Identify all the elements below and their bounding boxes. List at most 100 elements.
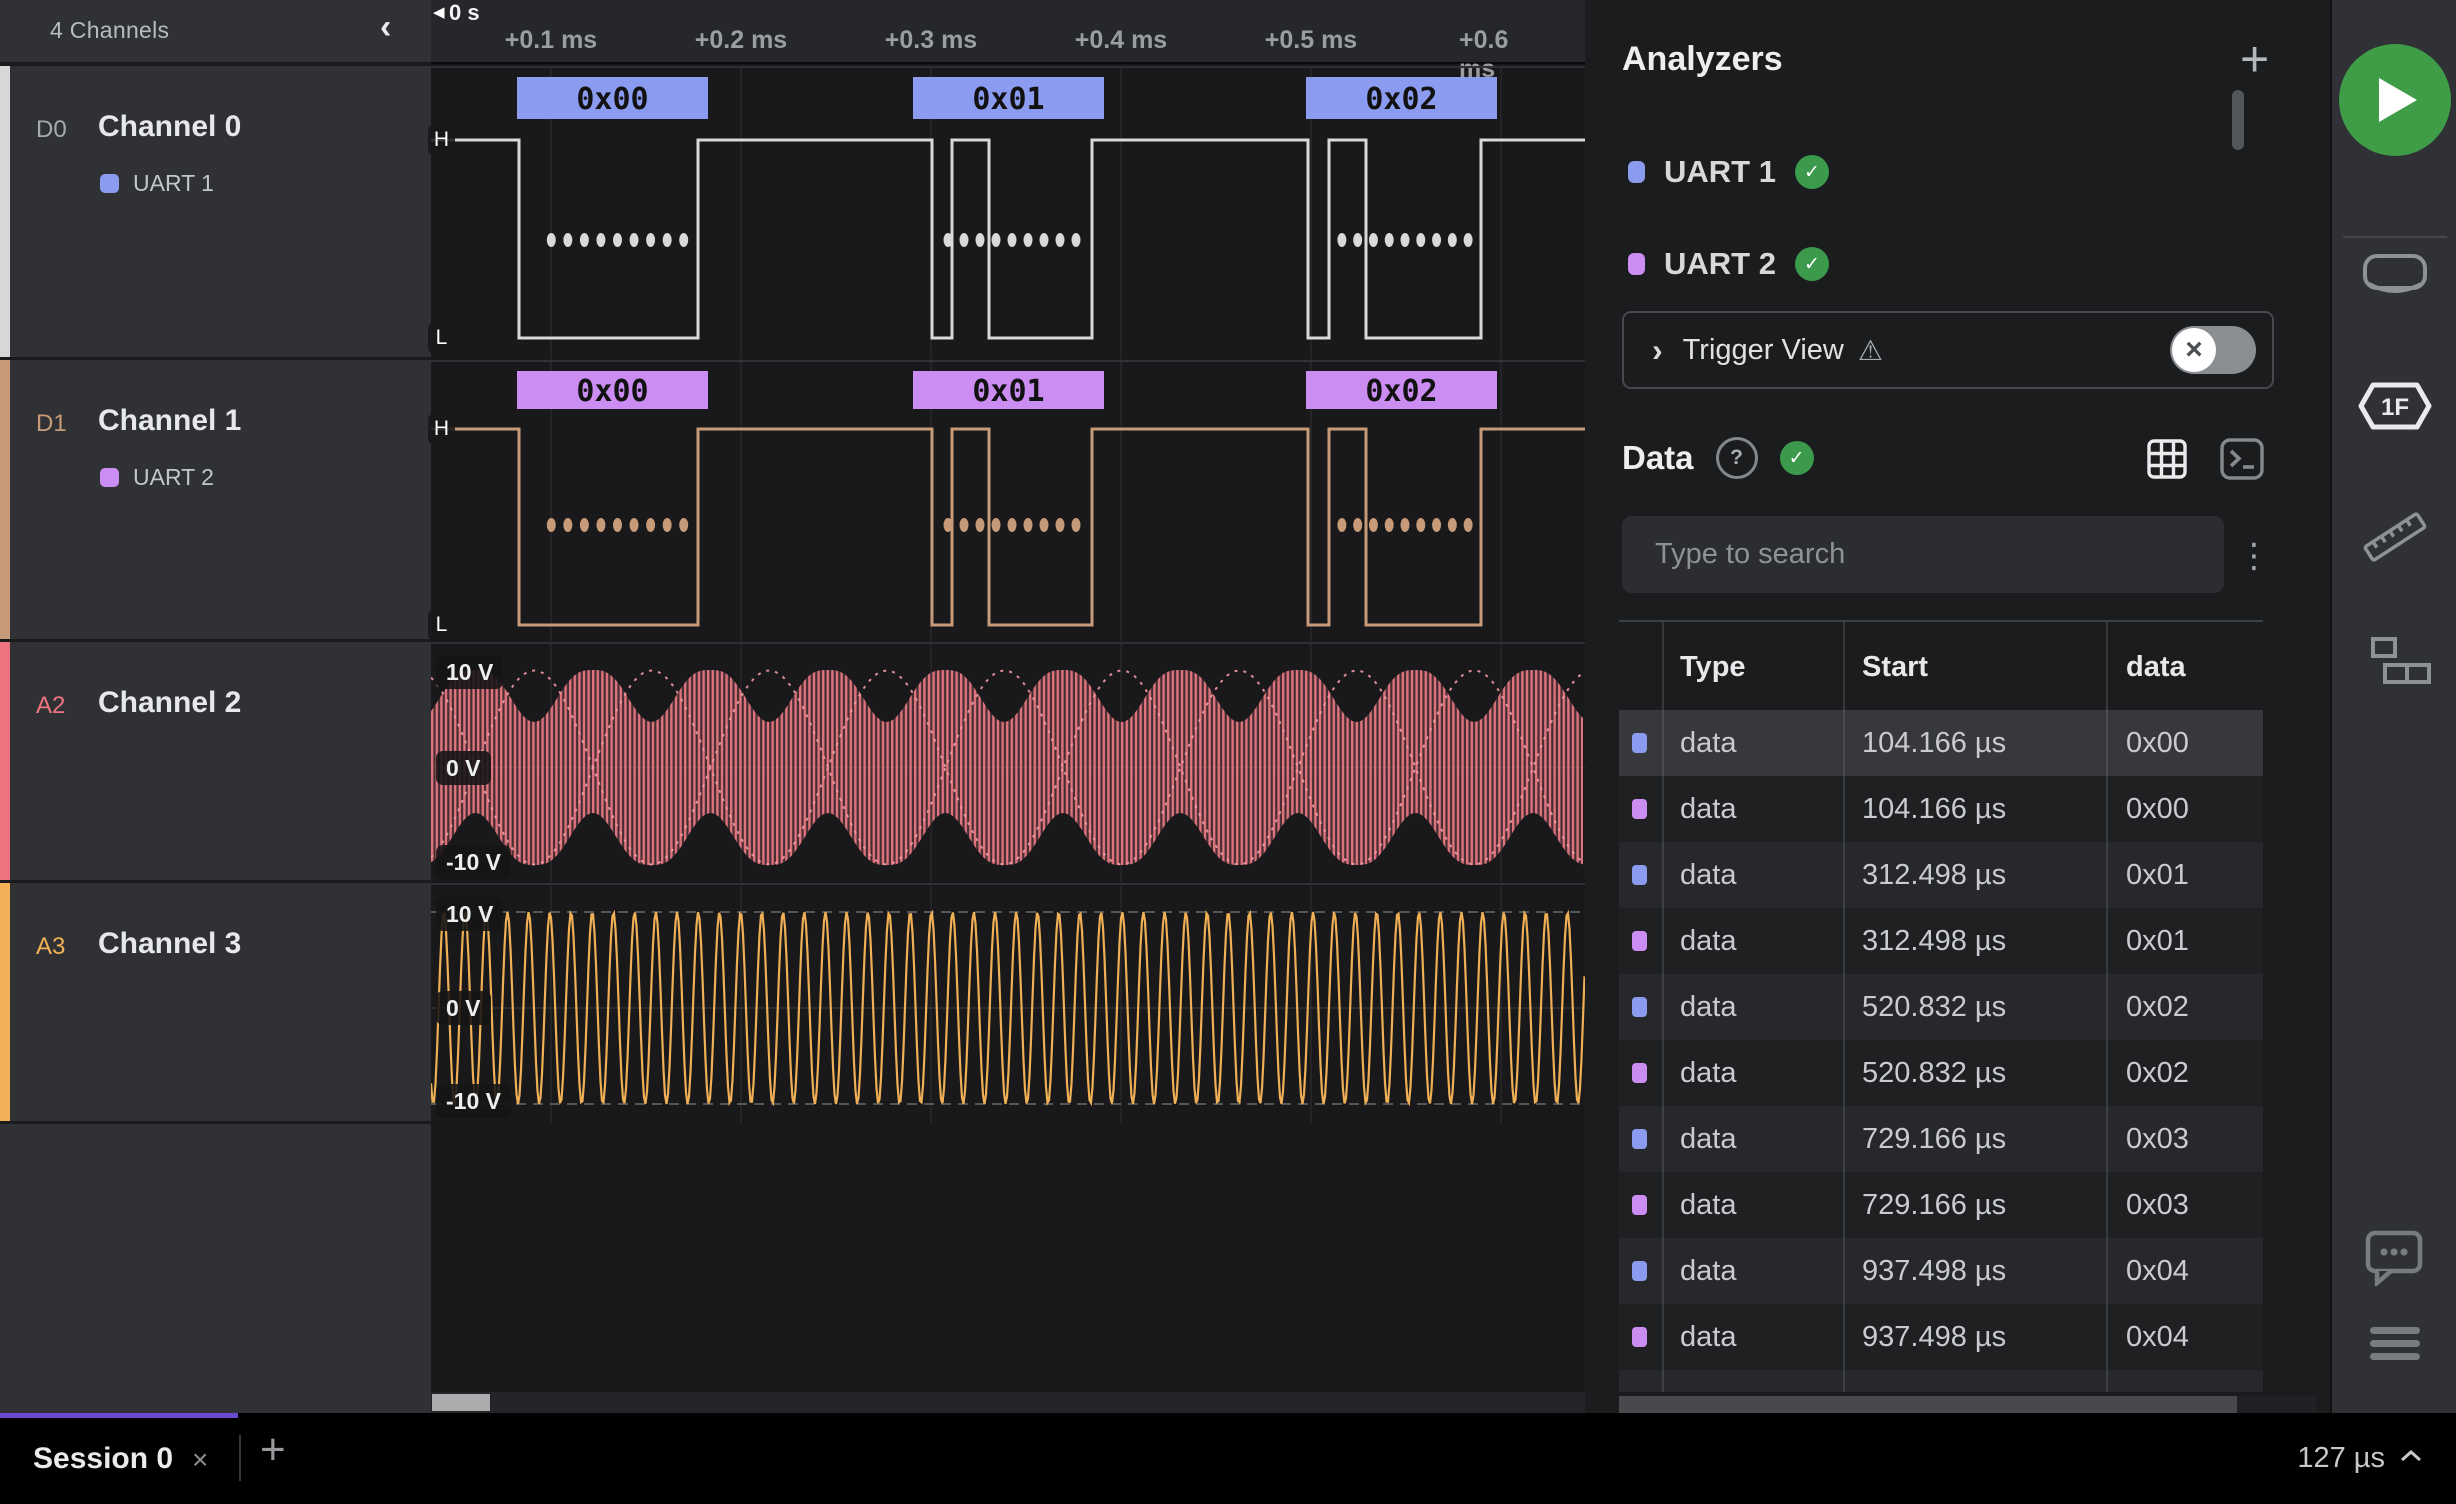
logic-level-label: H: [428, 414, 455, 444]
row-analyzer-swatch: [1632, 997, 1647, 1017]
wave-hscrollbar-track[interactable]: [431, 1392, 1585, 1413]
channel-2-name[interactable]: Channel 2: [98, 686, 242, 719]
main-menu-icon[interactable]: [2366, 1325, 2424, 1368]
timeline-tick: +0.3 ms: [884, 26, 978, 54]
analyzers-section-title: Analyzers: [1622, 40, 1783, 78]
table-cell: data: [1680, 727, 1737, 759]
collapse-sidebar-icon[interactable]: ‹: [380, 8, 392, 46]
frame-1f-icon[interactable]: 1F: [2357, 380, 2433, 437]
column-header-type[interactable]: Type: [1680, 651, 1746, 683]
table-row[interactable]: data 520.832 µs 0x02: [1619, 974, 2263, 1040]
uart2-success-check-icon: ✓: [1794, 247, 1829, 281]
table-cell: data: [1680, 1255, 1737, 1287]
active-tab-underline: [0, 1413, 238, 1418]
extensions-layout-icon[interactable]: [2359, 635, 2431, 696]
close-session-icon[interactable]: ×: [192, 1444, 209, 1475]
table-row[interactable]: data 520.832 µs 0x02: [1619, 1040, 2263, 1106]
warning-icon: ⚠: [1857, 333, 1883, 367]
voltage-scale-label: -10 V: [436, 845, 511, 879]
add-analyzer-icon[interactable]: +: [2240, 31, 2270, 87]
terminal-view-icon[interactable]: [2220, 438, 2264, 485]
channel-2-color-stripe: [0, 642, 10, 880]
channel-3-color-stripe: [0, 883, 10, 1121]
toggle-off-thumb-icon[interactable]: ×: [2172, 328, 2216, 372]
wave-row-channel-1-digital[interactable]: 0x00 0x01 0x02 H L: [428, 360, 1585, 641]
data-search-box[interactable]: [1622, 516, 2224, 593]
channels-count-label: 4 Channels: [50, 17, 170, 43]
table-row[interactable]: data 104.166 µs 0x00: [1619, 710, 2263, 776]
table-cell: 0x03: [2126, 1189, 2189, 1221]
wave-hscrollbar-thumb[interactable]: [432, 1394, 490, 1411]
table-cell: 0x04: [2126, 1255, 2189, 1287]
table-cell: 0x00: [2126, 727, 2189, 759]
row-analyzer-swatch: [1632, 1261, 1647, 1281]
timeline-origin-marker-icon: ◀: [433, 3, 445, 21]
table-hscrollbar-track[interactable]: [1619, 1396, 2316, 1413]
wave-row-channel-3-analog[interactable]: 10 V 0 V -10 V: [431, 883, 1585, 1123]
trigger-view-toggle[interactable]: ×: [2170, 326, 2256, 374]
timeline-ruler[interactable]: ◀ 0 s +0.1 ms +0.2 ms +0.3 ms +0.4 ms +0…: [431, 0, 1585, 83]
session-tab-label: Session 0: [33, 1442, 174, 1475]
table-view-icon[interactable]: [2146, 438, 2188, 485]
channel-block-0[interactable]: D0 Channel 0 UART 1: [0, 66, 431, 357]
capture-range-indicator[interactable]: 127 µs: [2297, 1413, 2423, 1504]
table-cell: 729.166 µs: [1862, 1189, 2007, 1221]
measure-ruler-icon[interactable]: [2360, 505, 2430, 574]
row-analyzer-swatch: [1632, 1063, 1647, 1083]
expand-chevron-icon[interactable]: ›: [1652, 331, 1663, 368]
channel-block-1[interactable]: D1 Channel 1 UART 2: [0, 360, 431, 639]
table-vscrollbar-thumb[interactable]: [2232, 90, 2244, 150]
table-row[interactable]: data 104.166 µs 0x00: [1619, 776, 2263, 842]
device-icon[interactable]: [2361, 252, 2429, 309]
channel-1-color-stripe: [0, 360, 10, 639]
divider: [0, 62, 431, 66]
start-capture-button[interactable]: [2339, 44, 2451, 156]
waveform-viewport[interactable]: ◀ 0 s +0.1 ms +0.2 ms +0.3 ms +0.4 ms +0…: [428, 0, 1585, 1413]
channel-1-name[interactable]: Channel 1: [98, 404, 242, 437]
search-options-kebab-icon[interactable]: ⋮: [2237, 536, 2271, 576]
divider: [0, 1121, 431, 1124]
new-session-icon[interactable]: +: [260, 1425, 286, 1474]
row-analyzer-swatch: [1632, 799, 1647, 819]
trigger-view-card[interactable]: › Trigger View ⚠ ×: [1622, 311, 2274, 389]
uart2-swatch: [100, 468, 119, 487]
session-tab[interactable]: Session 0 ×: [0, 1418, 238, 1504]
row-analyzer-swatch: [1632, 1195, 1647, 1215]
search-input[interactable]: [1622, 516, 2224, 593]
help-icon[interactable]: ?: [1715, 437, 1758, 479]
divider: [239, 1435, 241, 1481]
table-row[interactable]: data 312.498 µs 0x01: [1619, 908, 2263, 974]
channel-block-2[interactable]: A2 Channel 2: [0, 642, 431, 880]
channel-1-analyzer[interactable]: UART 2: [100, 464, 214, 491]
svg-text:0x02: 0x02: [1365, 374, 1437, 409]
column-header-start[interactable]: Start: [1862, 651, 1929, 683]
table-cell: 520.832 µs: [1862, 991, 2007, 1023]
table-cell: 104.166 µs: [1862, 727, 2007, 759]
channel-3-name[interactable]: Channel 3: [98, 927, 242, 960]
analyzer-item-uart2[interactable]: UART 2 ✓: [1628, 242, 1829, 286]
logic-level-label: H: [428, 125, 455, 155]
data-table-header[interactable]: Type Start data: [1619, 622, 2263, 710]
table-hscrollbar-thumb[interactable]: [1619, 1396, 2237, 1413]
data-table: Type Start data data 104.166 µs 0x00 data 10…: [1619, 620, 2263, 1392]
channel-0-name[interactable]: Channel 0: [98, 110, 242, 143]
table-row[interactable]: data 729.166 µs 0x03: [1619, 1172, 2263, 1238]
wave-row-channel-2-analog[interactable]: 10 V 0 V -10 V: [431, 642, 1585, 882]
channel-2-code: A2: [36, 692, 66, 719]
analyzer-item-uart1[interactable]: UART 1 ✓: [1628, 150, 1829, 194]
table-cell: 0x01: [2126, 859, 2189, 891]
channel-block-3[interactable]: A3 Channel 3: [0, 883, 431, 1121]
table-row[interactable]: data 937.498 µs 0x04: [1619, 1238, 2263, 1304]
feedback-chat-icon[interactable]: [2363, 1228, 2427, 1291]
divider: [0, 880, 431, 883]
table-row[interactable]: data 937.498 µs 0x04: [1619, 1304, 2263, 1370]
uart1-color-swatch: [1628, 161, 1645, 183]
column-header-data[interactable]: data: [2126, 651, 2186, 683]
table-cell: 0x02: [2126, 1057, 2189, 1089]
row-analyzer-swatch: [1632, 1327, 1647, 1347]
table-row[interactable]: data 729.166 µs 0x03: [1619, 1106, 2263, 1172]
channel-0-analyzer[interactable]: UART 1: [100, 170, 214, 197]
table-row-partial: [1619, 1370, 2263, 1392]
wave-row-channel-0-digital[interactable]: 0x00 0x01 0x02 H L: [428, 66, 1585, 359]
table-row[interactable]: data 312.498 µs 0x01: [1619, 842, 2263, 908]
